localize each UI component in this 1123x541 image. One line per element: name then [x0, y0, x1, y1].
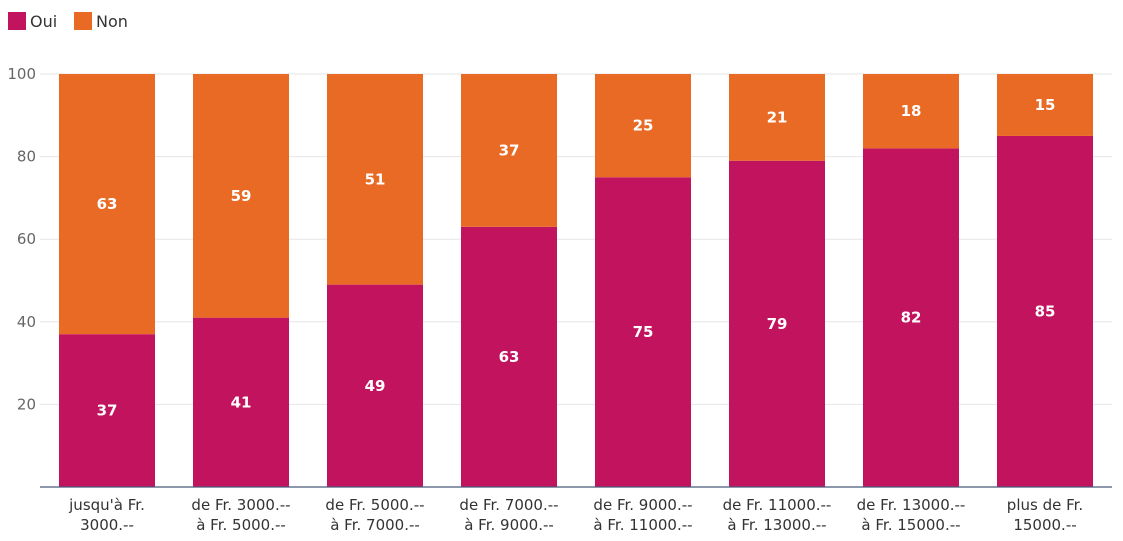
bar-oui[interactable] [729, 160, 825, 488]
data-label-oui: 37 [97, 402, 118, 420]
x-tick-label: de Fr. 5000.-- [325, 496, 424, 514]
legend-label-oui[interactable]: Oui [30, 12, 57, 31]
x-tick-label: jusqu'à Fr. [68, 496, 145, 514]
y-tick-label: 40 [17, 313, 36, 331]
bars [59, 74, 1093, 488]
data-labels: 37 63 41 59 49 51 63 37 75 25 79 21 82 18 85 15 [97, 96, 1056, 420]
bar-oui[interactable] [59, 334, 155, 487]
x-tick-label: 15000.-- [1013, 516, 1076, 534]
y-tick-label: 60 [17, 230, 36, 248]
x-tick-label: à Fr. 15000.-- [861, 516, 960, 534]
data-label-non: 37 [499, 141, 520, 159]
x-tick-label: de Fr. 11000.-- [723, 496, 832, 514]
x-tick-label: de Fr. 3000.-- [191, 496, 290, 514]
data-label-oui: 79 [767, 315, 788, 333]
bar-oui[interactable] [327, 284, 423, 487]
bar-non[interactable] [193, 74, 289, 318]
x-tick-label: de Fr. 9000.-- [593, 496, 692, 514]
bar-oui[interactable] [863, 148, 959, 487]
x-tick-label: à Fr. 5000.-- [196, 516, 286, 534]
data-label-oui: 85 [1035, 302, 1056, 320]
bar-non[interactable] [729, 74, 825, 161]
data-label-oui: 63 [499, 348, 520, 366]
data-label-non: 51 [365, 170, 386, 188]
bar-non[interactable] [997, 74, 1093, 136]
y-tick-label: 100 [7, 65, 36, 83]
bar-non[interactable] [59, 74, 155, 335]
data-label-non: 25 [633, 117, 654, 135]
bar-non[interactable] [461, 74, 557, 227]
x-tick-label: de Fr. 13000.-- [857, 496, 966, 514]
x-tick-label: de Fr. 7000.-- [459, 496, 558, 514]
legend-swatch-oui [8, 12, 26, 30]
x-tick-label: à Fr. 11000.-- [593, 516, 692, 534]
data-label-oui: 49 [365, 377, 386, 395]
bar-non[interactable] [595, 74, 691, 178]
legend-label-non[interactable]: Non [96, 12, 128, 31]
data-label-non: 21 [767, 108, 788, 126]
bar-oui[interactable] [595, 177, 691, 487]
data-label-non: 18 [901, 102, 922, 120]
legend-swatch-non [74, 12, 92, 30]
data-label-oui: 82 [901, 309, 922, 327]
x-tick-label: 3000.-- [80, 516, 134, 534]
data-label-non: 15 [1035, 96, 1056, 114]
bar-oui[interactable] [193, 317, 289, 487]
data-label-oui: 75 [633, 323, 654, 341]
legend: Oui Non [8, 12, 128, 31]
data-label-non: 59 [231, 187, 252, 205]
x-tick-label: plus de Fr. [1007, 496, 1083, 514]
bar-oui[interactable] [997, 135, 1093, 487]
bar-non[interactable] [327, 74, 423, 285]
x-tick-label: à Fr. 9000.-- [464, 516, 554, 534]
x-tick-label: à Fr. 13000.-- [727, 516, 826, 534]
y-axis-ticks: 20 40 60 80 100 [7, 65, 36, 413]
y-tick-label: 80 [17, 148, 36, 166]
x-axis-labels: jusqu'à Fr. 3000.-- de Fr. 3000.-- à Fr. 50… [68, 496, 1083, 534]
x-tick-label: à Fr. 7000.-- [330, 516, 420, 534]
data-label-non: 63 [97, 195, 118, 213]
y-tick-label: 20 [17, 395, 36, 413]
data-label-oui: 41 [231, 393, 252, 411]
bar-non[interactable] [863, 74, 959, 149]
bar-oui[interactable] [461, 226, 557, 487]
